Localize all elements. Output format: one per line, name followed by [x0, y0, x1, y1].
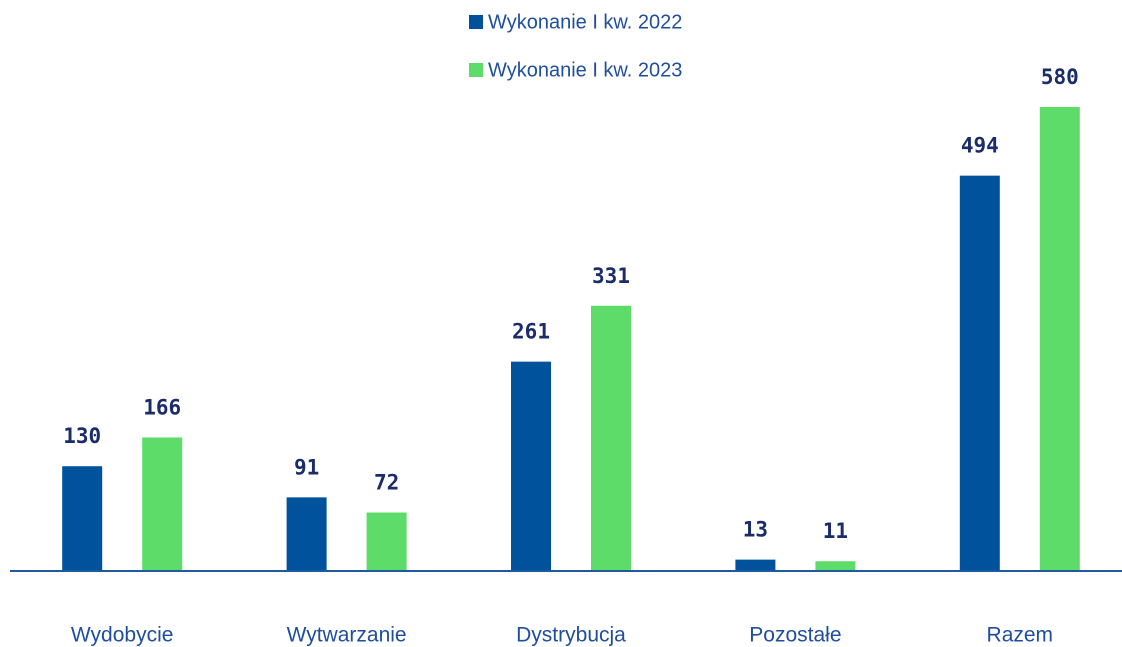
- value-label: 91: [294, 455, 319, 479]
- value-label: 11: [823, 519, 848, 543]
- x-tick-label: Wytwarzanie: [287, 624, 407, 647]
- bar: [511, 361, 551, 570]
- value-label: 494: [961, 134, 999, 158]
- x-tick-label: Razem: [987, 624, 1054, 647]
- bar: [591, 305, 631, 570]
- legend-label: Wykonanie I kw. 2023: [488, 59, 682, 81]
- bar: [735, 559, 776, 570]
- value-label: 331: [592, 264, 630, 288]
- bar: [815, 561, 856, 570]
- legend-swatch: [469, 15, 483, 29]
- value-label: 130: [63, 424, 101, 448]
- bar: [286, 497, 327, 570]
- legend-label: Wykonanie I kw. 2022: [488, 11, 682, 33]
- value-label: 13: [743, 518, 768, 542]
- bar: [142, 437, 183, 570]
- value-label: 261: [512, 320, 550, 344]
- value-label: 72: [374, 471, 399, 495]
- bar: [1039, 107, 1080, 570]
- x-tick-label: Dystrybucja: [516, 624, 626, 647]
- value-label: 166: [143, 395, 181, 419]
- bar: [366, 512, 407, 570]
- bar: [62, 466, 103, 570]
- legend-swatch: [469, 63, 483, 77]
- value-label: 580: [1041, 65, 1079, 89]
- bar: [959, 175, 1000, 570]
- x-tick-label: Wydobycie: [71, 624, 174, 647]
- x-tick-label: Pozostałe: [749, 624, 841, 647]
